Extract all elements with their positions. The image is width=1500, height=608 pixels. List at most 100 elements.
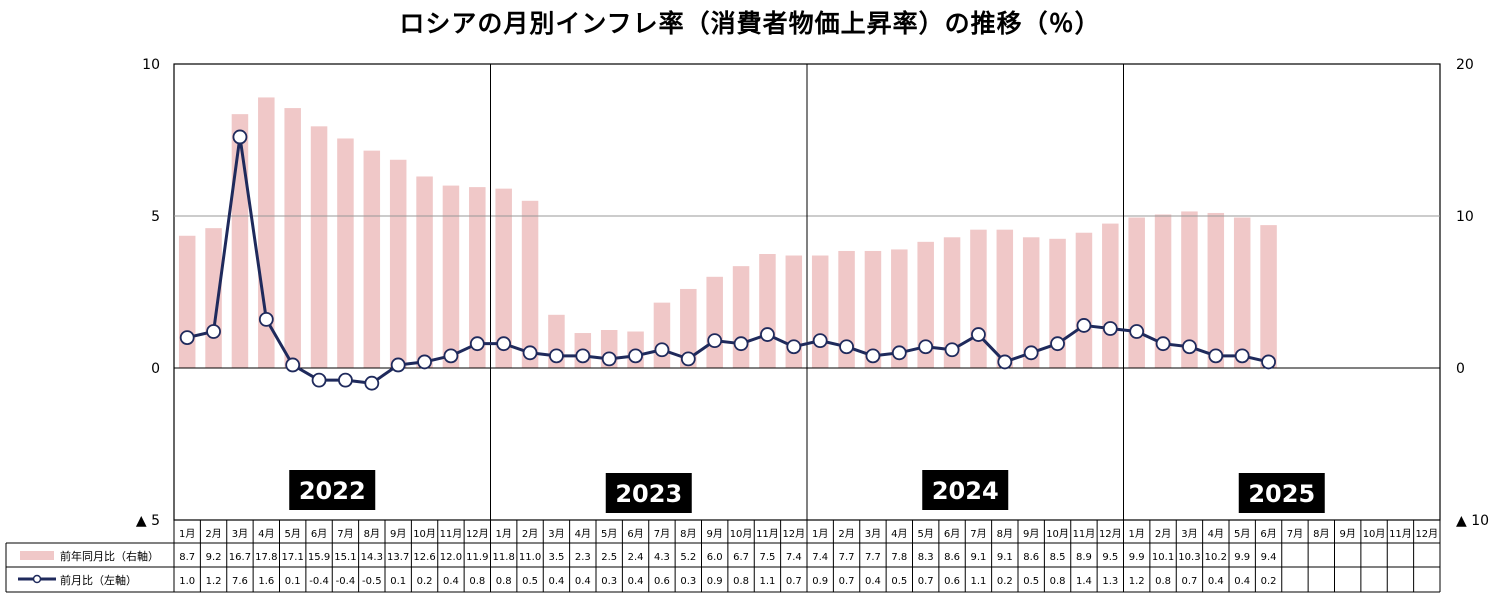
month-label: 2月 [205,528,221,540]
month-label: 1月 [1129,528,1145,540]
table-cell-mom: 0.2 [1261,576,1277,587]
month-label: 1月 [496,528,512,540]
bar [1207,212,1225,368]
line-point [733,336,749,352]
table-cell-yoy: 5.2 [680,552,696,563]
year-label-box [289,470,376,510]
table-cell-mom: 0.8 [1050,576,1066,587]
line-point [522,345,538,361]
line-point [364,375,380,391]
right-axis-tick: ▲ 10 [1456,513,1489,529]
line-point [1234,348,1250,364]
table-cell-yoy: 8.7 [179,552,195,563]
month-label: 5月 [601,528,617,540]
bar [469,187,486,368]
bar [1260,225,1277,368]
table-cell-mom: -0.4 [336,576,356,587]
bar [943,237,961,368]
bar [178,235,196,368]
bar [495,188,512,368]
bar [732,266,750,368]
table-cell-mom: 0.9 [812,576,828,587]
table-cell-mom: 0.4 [575,576,591,587]
table-cell-mom: 0.6 [654,576,670,587]
table-cell-yoy: 9.5 [1102,552,1118,563]
month-label: 6月 [311,528,327,540]
line-point [944,342,960,358]
table-cell-yoy: 12.0 [440,552,462,563]
table-cell-mom: 0.5 [891,576,907,587]
table-cell-yoy: 17.8 [255,552,277,563]
month-label: 9月 [390,528,406,540]
month-label: 7月 [337,528,353,540]
table-cell-yoy: 9.1 [970,552,986,563]
table-cell-mom: 0.4 [443,576,459,587]
line-point [628,348,643,364]
table-cell-yoy: 7.5 [759,552,775,563]
month-label: 10月 [1363,528,1386,540]
table-cell-yoy: 9.9 [1234,552,1250,563]
bar [521,200,539,368]
line-point [891,345,907,361]
table-cell-yoy: 3.5 [548,552,564,563]
table-cell-mom: 0.8 [733,576,749,587]
table-cell-mom: 0.4 [1234,576,1250,587]
bar [970,229,987,368]
line-point [1182,339,1197,355]
table-cell-mom: 1.3 [1102,576,1118,587]
table-cell-mom: 0.7 [839,576,855,587]
month-label: 5月 [1234,528,1250,540]
bar [1022,237,1040,368]
table-cell-mom: 0.8 [469,576,485,587]
line-point [707,333,723,349]
bar [1049,238,1066,368]
table-cell-mom: 0.4 [548,576,564,587]
table-cell-mom: 1.0 [179,576,195,587]
month-label: 11月 [756,528,779,540]
line-point [390,357,406,373]
month-label: 3月 [232,528,248,540]
legend-line-marker [32,574,42,584]
table-cell-mom: -0.4 [309,576,329,587]
line-point [839,339,854,355]
bar [1128,217,1145,368]
table-cell-mom: 0.9 [707,576,723,587]
line-point [232,129,248,145]
table-cell-mom: 1.6 [258,576,274,587]
table-cell-yoy: 7.7 [839,552,855,563]
bar [759,254,776,368]
left-axis-tick: 10 [142,57,160,73]
line-point [865,348,881,364]
bar [1075,232,1093,368]
month-label: 3月 [548,528,564,540]
table-cell-yoy: 6.0 [707,552,723,563]
table-cell-mom: 0.4 [865,576,881,587]
table-cell-yoy: 9.2 [206,552,222,563]
line-point [601,351,617,367]
line-point [496,336,512,352]
month-label: 3月 [865,528,881,540]
table-cell-yoy: 8.6 [1023,552,1039,563]
table-cell-yoy: 15.1 [334,552,356,563]
table-cell-mom: 7.6 [232,576,248,587]
table-cell-yoy: 8.9 [1076,552,1092,563]
line-point [179,330,195,346]
year-label: 2023 [615,480,682,508]
month-label: 9月 [1023,528,1039,540]
table-cell-mom: 0.2 [417,576,433,587]
month-label: 2月 [838,528,854,540]
month-label: 12月 [1415,528,1438,540]
line-series [179,129,1276,391]
month-label: 2月 [1155,528,1171,540]
line-point [1208,348,1224,364]
month-label: 7月 [1287,528,1303,540]
line-point [654,342,670,358]
bar [442,185,460,368]
table-cell-yoy: 10.2 [1205,552,1227,563]
table-cell-yoy: 11.9 [466,552,488,563]
table-cell-mom: 0.4 [628,576,644,587]
table-cell-yoy: 13.7 [387,552,409,563]
month-label: 1月 [812,528,828,540]
line-point [918,339,934,355]
